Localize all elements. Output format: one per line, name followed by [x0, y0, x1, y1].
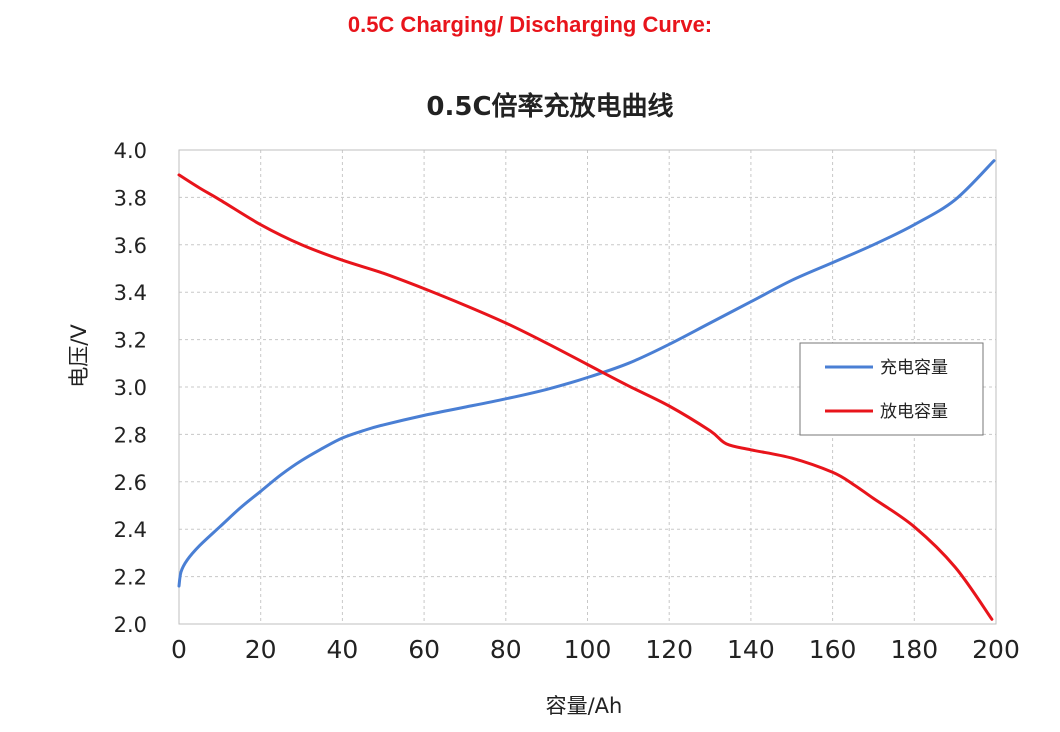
x-tick-label: 80	[490, 635, 522, 664]
legend-charge-label: 充电容量	[880, 358, 948, 378]
x-tick-label: 40	[326, 635, 358, 664]
legend-box	[799, 342, 984, 436]
y-tick-label: 3.4	[114, 281, 147, 305]
plot-border	[178, 149, 997, 625]
y-tick-label: 2.8	[114, 423, 147, 447]
y-tick-label: 3.2	[114, 329, 147, 353]
x-tick-label: 180	[890, 635, 938, 664]
chart-title: 0.5C倍率充放电曲线	[426, 92, 674, 122]
x-tick-label: 160	[809, 635, 857, 664]
x-tick-label: 60	[408, 635, 440, 664]
x-tick-label: 0	[171, 635, 187, 664]
y-tick-label: 3.6	[114, 234, 147, 258]
series-lines	[177, 159, 996, 621]
x-tick-label: 200	[972, 635, 1020, 664]
y-tick-label: 2.2	[114, 566, 147, 590]
y-tick-label: 2.6	[114, 471, 147, 495]
charge-curve	[177, 159, 996, 588]
y-tick-label: 4.0	[114, 139, 147, 163]
x-tick-label: 100	[564, 635, 612, 664]
x-tick-labels: 0 20 40 60 80 100 120 140 160 180 200	[171, 635, 1020, 664]
y-tick-label: 2.0	[114, 613, 147, 637]
plot-frame	[178, 149, 997, 625]
page-heading: 0.5C Charging/ Discharging Curve:	[347, 12, 713, 37]
y-tick-labels: 2.0 2.2 2.4 2.6 2.8 3.0 3.2 3.4 3.6 3.8 4.0	[114, 139, 147, 637]
y-tick-label: 3.8	[114, 186, 147, 210]
discharge-curve	[177, 173, 994, 621]
x-tick-label: 20	[245, 635, 277, 664]
y-axis-label: 电压/V	[67, 324, 91, 388]
legend: 充电容量 放电容量	[799, 342, 984, 436]
x-axis-label: 容量/Ah	[546, 694, 623, 718]
legend-discharge-label: 放电容量	[880, 402, 948, 422]
x-tick-label: 140	[727, 635, 775, 664]
x-tick-label: 120	[645, 635, 693, 664]
y-tick-label: 2.4	[114, 518, 147, 542]
grid-lines	[179, 150, 996, 624]
y-tick-label: 3.0	[114, 376, 147, 400]
